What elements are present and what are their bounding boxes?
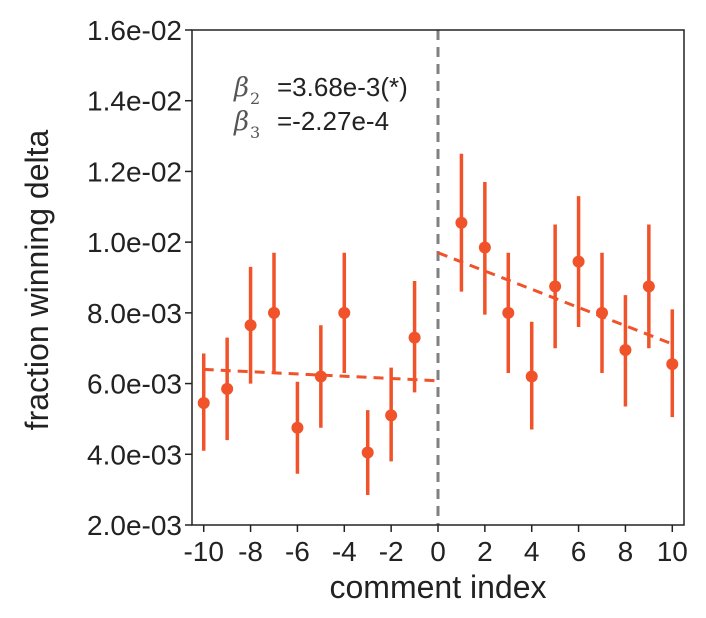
annotation-beta-2: β 2 =3.68e-3(*) — [233, 72, 408, 108]
data-point — [596, 306, 608, 319]
x-tick-label: -8 — [238, 536, 263, 567]
annotation-symbol: β — [233, 107, 249, 137]
y-tick-label: 1.6e-02 — [87, 15, 182, 46]
data-point — [314, 370, 327, 383]
fit-line-before — [203, 367, 439, 383]
data-point — [221, 382, 234, 395]
y-tick-label: 4.0e-03 — [87, 439, 182, 470]
data-point — [385, 409, 398, 422]
point-layer — [197, 216, 679, 459]
y-tick-label: 1.0e-02 — [87, 227, 182, 258]
y-axis-title: fraction winning delta — [19, 129, 55, 430]
y-tick-label: 6.0e-03 — [87, 369, 182, 400]
y-tick-label: 1.2e-02 — [87, 156, 182, 187]
annotation-beta-3: β 3 =-2.27e-4 — [233, 106, 389, 142]
x-tick-label: 4 — [524, 536, 540, 567]
x-tick-label: 10 — [657, 536, 688, 567]
annotation-text: =-2.27e-4 — [277, 106, 389, 136]
x-axis-title: comment index — [330, 569, 547, 605]
data-point — [525, 370, 538, 383]
x-tick-label: -10 — [183, 536, 223, 567]
data-point — [197, 397, 210, 410]
data-point — [666, 358, 679, 371]
data-point — [291, 421, 304, 434]
x-tick-label: -6 — [285, 536, 310, 567]
data-point — [502, 306, 515, 319]
y-tick-layer: 2.0e-03 4.0e-03 6.0e-03 8.0e-03 1.0e-02 1.2e-… — [87, 15, 192, 541]
annotation-text: =3.68e-3(*) — [277, 72, 408, 102]
data-point — [455, 216, 468, 229]
x-tick-label: 6 — [571, 536, 587, 567]
y-tick-label: 2.0e-03 — [87, 510, 182, 541]
x-tick-label: 8 — [618, 536, 634, 567]
x-tick-layer: -10 -8 -6 -4 -2 0 2 4 6 8 10 — [183, 525, 688, 567]
data-point — [408, 331, 421, 344]
annotation-subscript: 3 — [250, 123, 260, 142]
data-point — [478, 241, 491, 254]
annotation-symbol: β — [233, 73, 249, 103]
y-tick-label: 8.0e-03 — [87, 298, 182, 329]
x-tick-label: -4 — [332, 536, 357, 567]
data-point — [268, 306, 280, 319]
y-tick-label: 1.4e-02 — [87, 86, 182, 117]
data-point — [549, 280, 562, 293]
data-point — [642, 280, 655, 293]
data-point — [361, 446, 374, 459]
data-point — [619, 343, 632, 356]
x-tick-label: 2 — [477, 536, 493, 567]
data-point — [338, 306, 351, 319]
x-tick-label: -2 — [379, 536, 404, 567]
x-tick-label: 0 — [430, 536, 446, 567]
annotation-subscript: 2 — [250, 89, 260, 108]
data-point — [572, 255, 585, 268]
data-point — [244, 319, 257, 332]
